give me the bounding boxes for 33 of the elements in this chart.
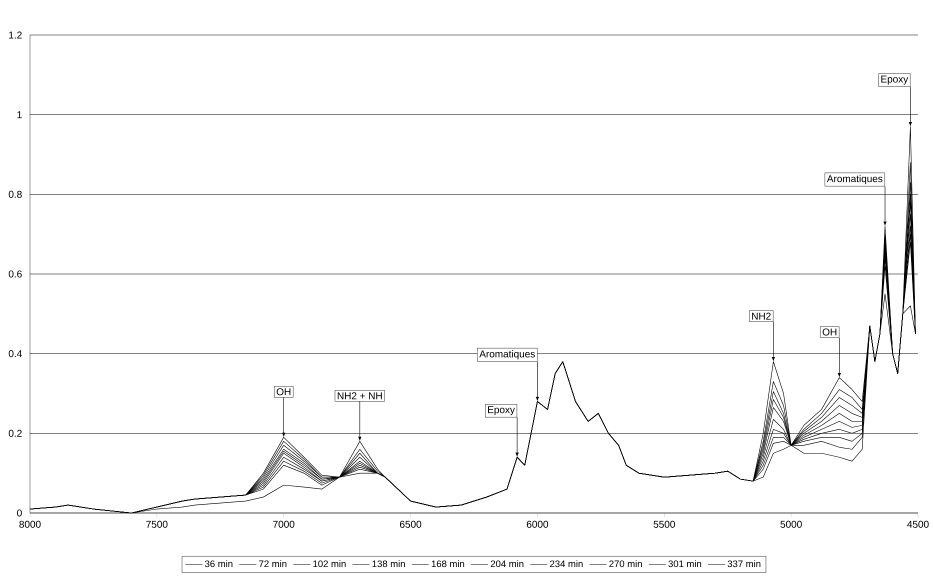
annotation: OH bbox=[276, 388, 290, 396]
legend-label: 234 min bbox=[550, 560, 583, 568]
x-tick-label: 7000 bbox=[273, 520, 294, 528]
legend-label: 337 min bbox=[728, 560, 760, 568]
y-tick-label: 1 bbox=[17, 111, 22, 118]
y-tick-label: 0.8 bbox=[8, 190, 22, 198]
legend-label: 36 min bbox=[204, 560, 232, 568]
y-tick-label: 0.6 bbox=[8, 270, 22, 278]
x-tick-label: 8000 bbox=[19, 520, 41, 528]
x-tick-label: 5000 bbox=[780, 520, 802, 528]
legend-label: 138 min bbox=[372, 560, 405, 568]
annotation: Aromatiques bbox=[479, 350, 535, 360]
legend-label: 168 min bbox=[432, 560, 464, 568]
legend-label: 301 min bbox=[668, 560, 702, 568]
annotation: Epoxy bbox=[488, 406, 515, 416]
y-tick-label: 1.2 bbox=[9, 32, 22, 38]
x-tick-label: 4500 bbox=[907, 520, 929, 528]
legend-label: 102 min bbox=[313, 560, 346, 568]
x-tick-label: 7500 bbox=[146, 520, 168, 528]
y-tick-label: 0 bbox=[17, 509, 22, 517]
annotation: OH bbox=[822, 328, 836, 336]
legend-label: 204 min bbox=[490, 560, 524, 568]
annotation: NH2 + NH bbox=[338, 392, 382, 400]
x-tick-label: 5500 bbox=[654, 520, 675, 528]
y-tick-label: 0.2 bbox=[8, 430, 22, 437]
x-tick-label: 6500 bbox=[400, 520, 422, 528]
x-tick-label: 6000 bbox=[526, 520, 548, 528]
annotation: Epoxy bbox=[881, 76, 908, 85]
legend-label: 270 min bbox=[609, 560, 642, 568]
annotation: NH2 bbox=[752, 312, 771, 320]
annotation: Aromatiques bbox=[826, 174, 882, 184]
y-tick-label: 0.4 bbox=[8, 350, 22, 358]
legend-label: 72 min bbox=[259, 560, 286, 568]
